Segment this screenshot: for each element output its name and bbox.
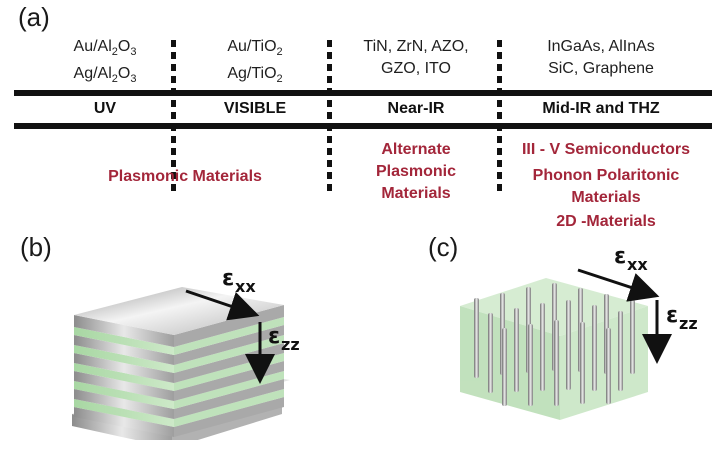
- materials-near-ir-line2: GZO, ITO: [381, 60, 451, 77]
- divider-nir-midir: [497, 40, 502, 196]
- category-alternate-line1: Alternate: [381, 141, 451, 158]
- materials-mid-ir: InGaAs, AlInAs SiC, Graphene: [506, 36, 696, 80]
- band-visible: VISIBLE: [223, 100, 287, 117]
- panel-label-c: (c): [428, 232, 459, 262]
- band-uv: UV: [93, 100, 117, 117]
- category-alternate: Alternate Plasmonic Materials: [336, 139, 496, 205]
- category-plasmonic: Plasmonic Materials: [108, 168, 262, 185]
- category-mid-ir-line3: Materials: [571, 189, 641, 206]
- eps-xx-arrow-c: [577, 268, 660, 302]
- materials-near-ir-line1: TiN, ZrN, AZO,: [363, 38, 469, 55]
- materials-visible: Au/TiO2 Ag/TiO2: [227, 38, 283, 86]
- category-mid-ir-line4: 2D -Materials: [556, 213, 656, 230]
- eps-symbol-xx-c: ε: [614, 244, 626, 269]
- eps-sub-xx-c: xx: [627, 255, 648, 274]
- materials-near-ir: TiN, ZrN, AZO, GZO, ITO: [336, 36, 496, 80]
- materials-uv: Au/Al2O3 Ag/Al2O3: [73, 38, 137, 86]
- eps-sub-zz-c: zz: [679, 314, 698, 333]
- panel-label-b: (b): [20, 232, 52, 262]
- category-mid-ir-line1: III - V Semiconductors: [521, 141, 691, 158]
- eps-symbol-zz-c: ε: [666, 303, 678, 328]
- nanowire-figure: ε xx ε zz: [460, 244, 698, 420]
- band-mid-ir: Mid-IR and THZ: [542, 100, 660, 117]
- materials-mid-ir-line1: InGaAs, AlInAs: [547, 38, 655, 55]
- category-mid-ir-line2: Phonon Polaritonic: [532, 167, 680, 184]
- category-alternate-line3: Materials: [381, 185, 451, 202]
- panel-label-a: (a): [18, 2, 50, 32]
- nanowire-array: [474, 283, 635, 406]
- spectrum-top-rule: [14, 90, 712, 96]
- spectrum-bottom-rule: [14, 123, 712, 129]
- divider-uv-visible: [171, 40, 176, 196]
- category-alternate-line2: Plasmonic: [375, 163, 457, 180]
- divider-visible-nir: [327, 40, 332, 196]
- category-mid-ir: III - V Semiconductors Phonon Polaritoni…: [506, 139, 706, 233]
- materials-mid-ir-line2: SiC, Graphene: [548, 60, 654, 77]
- band-near-ir: Near-IR: [387, 100, 445, 117]
